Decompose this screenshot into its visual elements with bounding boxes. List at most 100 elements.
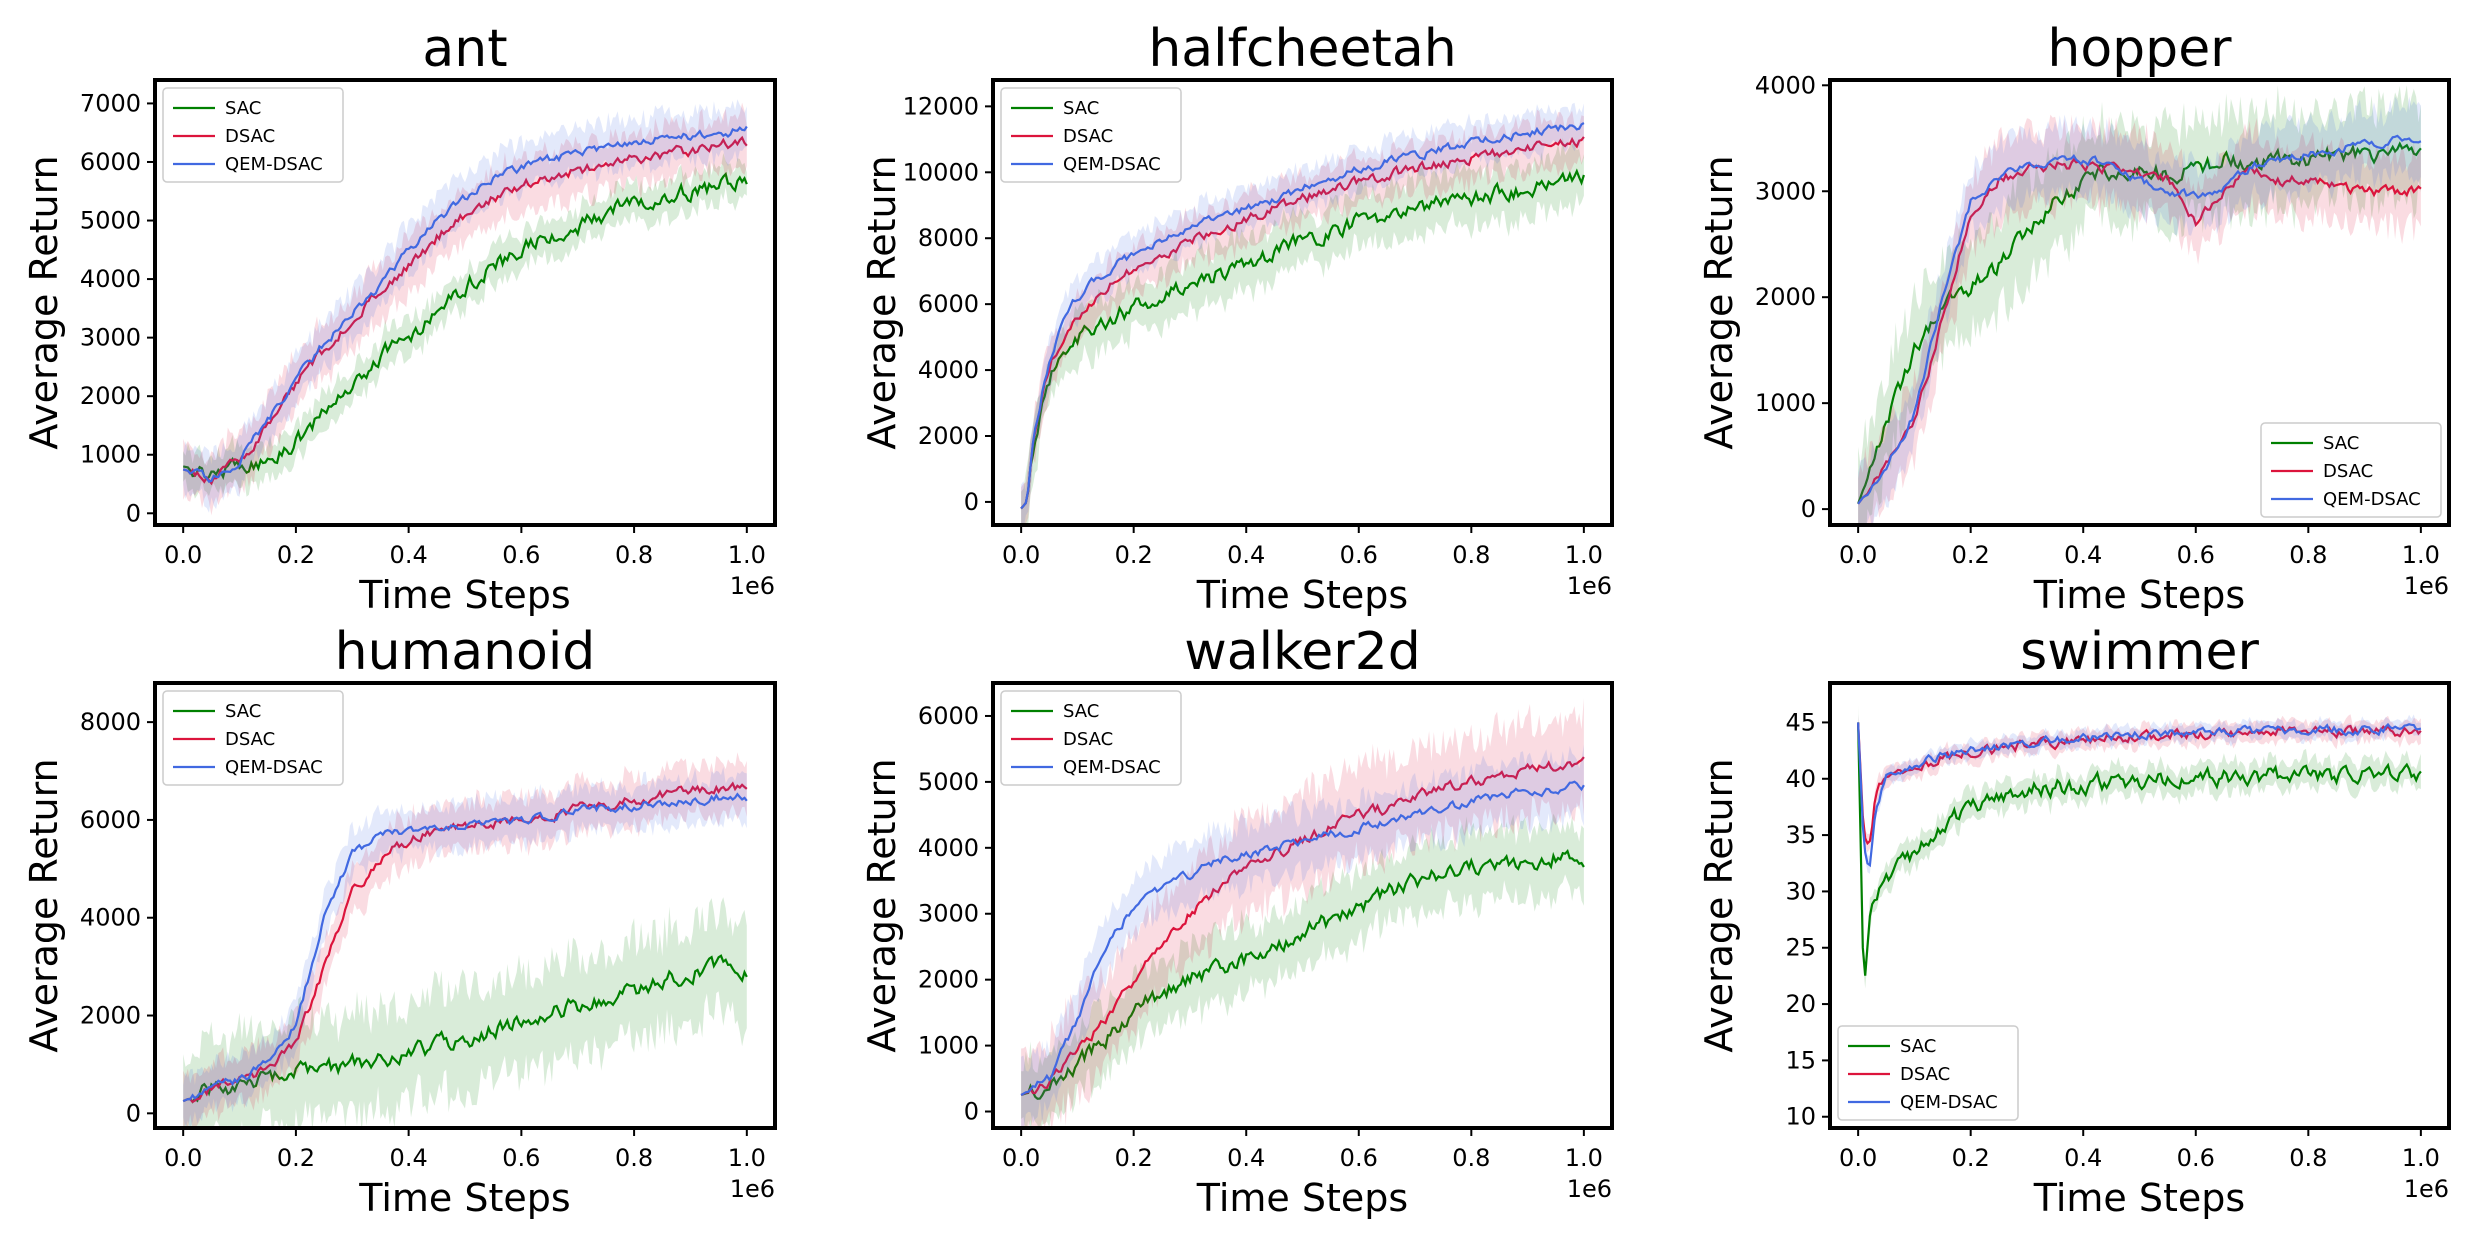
x-offset-label: 1e6 [1567, 1175, 1612, 1203]
line-DSAC [182, 135, 748, 486]
y-tick-label: 15 [1785, 1046, 1816, 1074]
legend: SAC DSAC QEM-DSAC [1000, 87, 1182, 183]
plot-frame [991, 78, 1614, 527]
x-tick-label: 0.8 [615, 1144, 653, 1172]
y-tick-label: 20 [1785, 990, 1816, 1018]
band-QEM-DSAC [1858, 714, 2421, 874]
legend-box [1837, 1025, 2019, 1121]
panel-title: ant [422, 19, 507, 79]
band-SAC [183, 897, 747, 1128]
subplot-humanoid: humanoid Time Steps Average Return 1e6 0.0 0.… [22, 622, 777, 1220]
legend-label-SAC: SAC [225, 701, 261, 722]
line-DSAC [182, 781, 748, 1104]
x-tick-label: 0.4 [390, 1144, 428, 1172]
x-tick-label: 0.8 [615, 541, 653, 569]
x-tick-label: 1.0 [728, 541, 766, 569]
line-QEM-DSAC [1020, 122, 1585, 510]
y-tick-label: 45 [1785, 708, 1816, 736]
line-SAC [182, 954, 748, 1104]
subplot-hopper: hopper Time Steps Average Return 1e6 0.0 0.2 0… [1697, 19, 2451, 617]
y-tick-label: 4000 [80, 904, 141, 932]
x-axis-label: Time Steps [358, 1176, 570, 1220]
legend-label-QEM-DSAC: QEM-DSAC [225, 757, 323, 778]
band-DSAC [1858, 114, 2421, 525]
band-SAC [1858, 85, 2421, 525]
x-axis-label: Time Steps [2033, 1176, 2245, 1220]
x-offset-label: 1e6 [730, 1175, 775, 1203]
line-QEM-DSAC [182, 125, 748, 483]
legend-label-QEM-DSAC: QEM-DSAC [1063, 757, 1161, 778]
x-tick-label: 0.6 [2177, 1144, 2215, 1172]
panel-title: swimmer [2020, 622, 2259, 682]
legend-label-DSAC: DSAC [225, 729, 275, 750]
y-tick-label: 25 [1785, 934, 1816, 962]
plot-frame [1828, 681, 2451, 1130]
y-axis-label: Average Return [1697, 758, 1741, 1052]
legend-label-QEM-DSAC: QEM-DSAC [225, 154, 323, 175]
line-SAC [1020, 168, 1585, 510]
y-tick-label: 6000 [80, 148, 141, 176]
y-tick-label: 5000 [80, 207, 141, 235]
y-axis-label: Average Return [860, 155, 904, 449]
x-tick-label: 0.0 [164, 541, 202, 569]
legend-label-DSAC: DSAC [1900, 1064, 1950, 1085]
x-offset-label: 1e6 [2404, 1175, 2449, 1203]
y-tick-label: 4000 [918, 356, 979, 384]
panel-title: hopper [2047, 19, 2232, 79]
line-DSAC [1020, 756, 1585, 1096]
x-offset-label: 1e6 [1567, 572, 1612, 600]
legend-label-DSAC: DSAC [1063, 729, 1113, 750]
subplot-walker2d: walker2d Time Steps Average Return 1e6 0.0 0.… [860, 622, 1614, 1220]
line-QEM-DSAC [1857, 134, 2422, 505]
y-tick-label: 2000 [918, 422, 979, 450]
band-DSAC [183, 102, 747, 516]
x-tick-label: 0.6 [1340, 1144, 1378, 1172]
x-tick-label: 0.0 [1002, 541, 1040, 569]
x-axis-label: Time Steps [1196, 573, 1408, 617]
y-tick-label: 1000 [918, 1032, 979, 1060]
x-axis-label: Time Steps [2033, 573, 2245, 617]
y-tick-label: 0 [126, 1099, 141, 1127]
band-DSAC [1021, 109, 1584, 525]
y-axis-label: Average Return [22, 155, 66, 449]
plot-frame [153, 681, 777, 1130]
y-tick-label: 30 [1785, 877, 1816, 905]
legend-box [162, 690, 344, 786]
subplot-swimmer: swimmer Time Steps Average Return 1e6 0.0 0.2… [1697, 622, 2451, 1220]
y-tick-label: 12000 [903, 92, 979, 120]
line-DSAC [1857, 157, 2422, 505]
y-tick-label: 40 [1785, 765, 1816, 793]
x-tick-label: 0.2 [1115, 541, 1153, 569]
y-tick-label: 2000 [80, 1002, 141, 1030]
plot-frame [153, 78, 777, 527]
legend-label-SAC: SAC [225, 98, 261, 119]
line-SAC [1020, 848, 1585, 1100]
x-tick-label: 0.2 [1952, 1144, 1990, 1172]
x-tick-label: 1.0 [1565, 1144, 1603, 1172]
legend-label-SAC: SAC [1063, 98, 1099, 119]
x-tick-label: 0.4 [1227, 541, 1265, 569]
legend: SAC DSAC QEM-DSAC [162, 690, 344, 786]
x-tick-label: 0.0 [1839, 1144, 1877, 1172]
x-tick-label: 0.2 [1115, 1144, 1153, 1172]
x-offset-label: 1e6 [2404, 572, 2449, 600]
x-tick-label: 0.0 [1002, 1144, 1040, 1172]
panel-title: walker2d [1184, 622, 1421, 682]
y-tick-label: 7000 [80, 89, 141, 117]
y-tick-label: 10 [1785, 1103, 1816, 1131]
y-tick-label: 0 [964, 1098, 979, 1126]
y-tick-label: 3000 [1755, 177, 1816, 205]
line-SAC [182, 171, 748, 481]
x-tick-label: 0.4 [1227, 1144, 1265, 1172]
x-axis-label: Time Steps [358, 573, 570, 617]
legend: SAC DSAC QEM-DSAC [162, 87, 344, 183]
legend: SAC DSAC QEM-DSAC [1000, 690, 1182, 786]
x-tick-label: 1.0 [2402, 1144, 2440, 1172]
y-tick-label: 2000 [80, 382, 141, 410]
line-SAC [1857, 141, 2422, 505]
y-tick-label: 3000 [80, 324, 141, 352]
legend-label-DSAC: DSAC [1063, 126, 1113, 147]
plot-frame [1828, 78, 2451, 527]
